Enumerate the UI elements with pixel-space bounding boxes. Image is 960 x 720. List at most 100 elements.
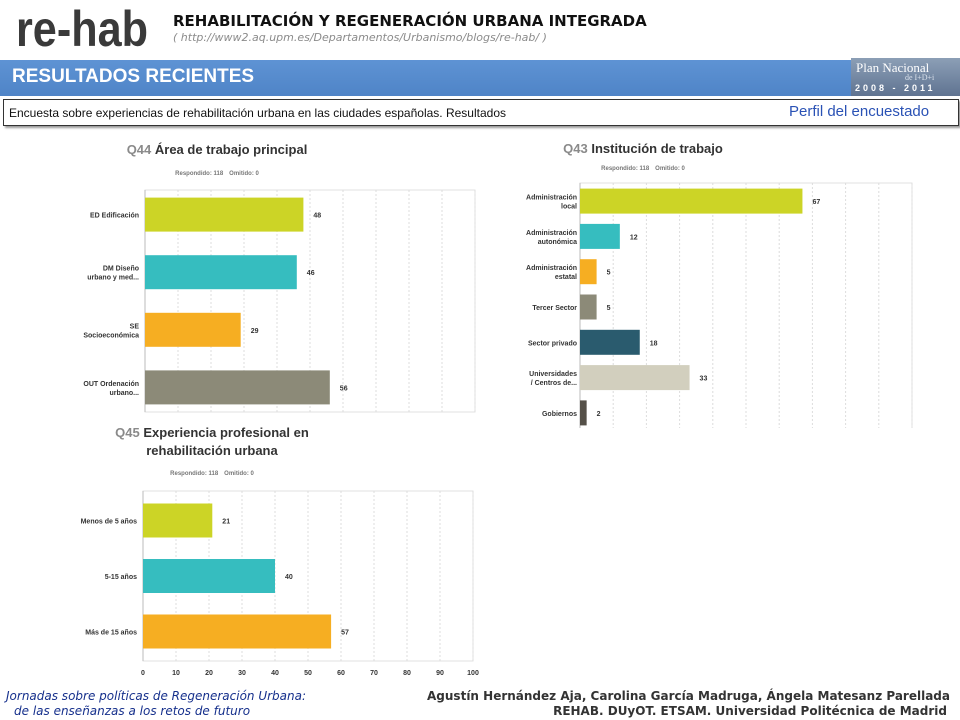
tick-label: 20 [205, 670, 213, 677]
category-label-line: autonómica [538, 239, 577, 246]
chart-q43: Q43 Institución de trabajo Respondido: 11… [526, 141, 913, 428]
tick-label: 100 [467, 670, 479, 677]
profile-link[interactable]: Perfil del encuestado [789, 103, 930, 120]
category-label: Administración autonómica [526, 230, 577, 246]
category-label-line: / Centros de... [531, 380, 577, 387]
tick-label: 30 [238, 670, 246, 677]
chart-response-info: Respondido: 118 Omitido: 0 [175, 171, 259, 177]
plan-logo-years: 2008 - 2011 [855, 83, 936, 93]
category-label: 5-15 años [105, 574, 137, 581]
data-label: 21 [222, 519, 230, 526]
bar [145, 312, 241, 347]
chart-title-text: Área de trabajo principal [155, 142, 307, 157]
category-label: ED Edificación [90, 213, 139, 220]
category-label: Sector privado [528, 340, 577, 347]
category-label-line: Menos de 5 años [81, 519, 138, 526]
category-label: DM Diseño urbano y med... [87, 266, 139, 282]
category-label-line: OUT Ordenación [83, 381, 139, 388]
category-label-line: urbano... [109, 390, 139, 397]
omitted-count: Omitido: 0 [655, 166, 685, 172]
bar [143, 503, 213, 538]
bar [580, 329, 640, 355]
data-label: 5 [607, 305, 611, 312]
responded-count: Respondido: 118 [175, 171, 224, 177]
tick-label: 80 [403, 670, 411, 677]
category-label-line: Sector privado [528, 340, 577, 347]
section-banner [0, 60, 960, 96]
chart-response-info: Respondido: 118 Omitido: 0 [170, 471, 254, 477]
bar [143, 559, 275, 593]
bar [580, 294, 597, 320]
category-label-line: Socioeconómica [83, 332, 139, 339]
category-label-line: Universidades [529, 371, 577, 378]
category-label-line: ED Edificación [90, 213, 139, 220]
bar [580, 365, 690, 391]
category-label-line: Tercer Sector [532, 305, 577, 312]
category-label-line: Más de 15 años [85, 630, 137, 637]
survey-description: Encuesta sobre experiencias de rehabilit… [9, 106, 506, 120]
bar [580, 400, 587, 426]
category-label: Gobiernos [542, 411, 577, 418]
category-label-line: DM Diseño [103, 266, 139, 273]
data-label: 56 [340, 385, 348, 392]
category-label: Administración local [526, 195, 577, 211]
chart-title: Q43 Institución de trabajo [563, 141, 723, 156]
chart-question-number: Q45 [115, 425, 143, 440]
chart-question-number: Q44 [127, 142, 155, 157]
survey-bar [3, 99, 959, 126]
category-label-line: Administración [526, 195, 577, 202]
category-label-line: Gobiernos [542, 411, 577, 418]
data-label: 40 [285, 574, 293, 581]
category-label-line: urbano y med... [87, 275, 139, 282]
data-label: 5 [607, 270, 611, 277]
tick-label: 60 [337, 670, 345, 677]
category-label: Tercer Sector [532, 305, 577, 312]
omitted-count: Omitido: 0 [224, 471, 254, 477]
footer-event-subtitle: de las enseñanzas a los retos de futuro [14, 704, 251, 718]
bar [143, 614, 332, 649]
category-label: Administración estatal [526, 265, 577, 281]
category-label: Menos de 5 años [81, 519, 138, 526]
data-label: 29 [251, 328, 259, 335]
data-label: 2 [597, 411, 601, 418]
tick-label: 70 [370, 670, 378, 677]
data-label: 48 [313, 213, 321, 220]
category-label: OUT Ordenación urbano... [83, 381, 139, 397]
footer-institution: REHAB. DUyOT. ETSAM. Universidad Politéc… [553, 704, 947, 718]
category-label-line: SE [130, 323, 140, 330]
bar [145, 197, 304, 232]
chart-q44: Q44 Área de trabajo principal Respondido:… [83, 142, 476, 413]
chart-q45: Q45 Experiencia profesional en rehabilita… [81, 425, 479, 677]
svg-text:re-hab: re-hab [16, 2, 148, 54]
responded-count: Respondido: 118 [170, 471, 219, 477]
category-label: Más de 15 años [85, 630, 137, 637]
header-title: REHABILITACIÓN Y REGENERACIÓN URBANA INT… [173, 12, 647, 30]
chart-title-text: Institución de trabajo [591, 141, 723, 156]
bar [145, 370, 330, 405]
footer-event-title: Jornadas sobre políticas de Regeneración… [6, 689, 307, 703]
tick-label: 0 [141, 670, 145, 677]
category-label-line: 5-15 años [105, 574, 137, 581]
rehab-logo: re-hab [16, 2, 148, 54]
chart-title: Q44 Área de trabajo principal [127, 142, 308, 157]
category-label: Universidades / Centros de... [529, 371, 577, 387]
category-label-line: estatal [555, 274, 577, 281]
chart-question-number: Q43 [563, 141, 591, 156]
category-label-line: local [561, 204, 577, 211]
tick-label: 40 [271, 670, 279, 677]
footer-authors: Agustín Hernández Aja, Carolina García M… [427, 689, 950, 703]
data-label: 67 [812, 199, 820, 206]
tick-label: 10 [172, 670, 180, 677]
chart-title: Q45 Experiencia profesional en [115, 425, 309, 440]
category-label-line: Administración [526, 265, 577, 272]
data-label: 18 [650, 340, 658, 347]
bar [145, 255, 297, 290]
tick-label: 50 [304, 670, 312, 677]
plan-logo-line2: de I+D+i [905, 73, 935, 82]
tick-label: 90 [436, 670, 444, 677]
chart-response-info: Respondido: 118 Omitido: 0 [601, 166, 685, 172]
bar [580, 259, 597, 285]
omitted-count: Omitido: 0 [229, 171, 259, 177]
plan-logo-line1: Plan Nacional [856, 60, 930, 75]
header-url[interactable]: ( http://www2.aq.upm.es/Departamentos/Ur… [173, 31, 547, 44]
